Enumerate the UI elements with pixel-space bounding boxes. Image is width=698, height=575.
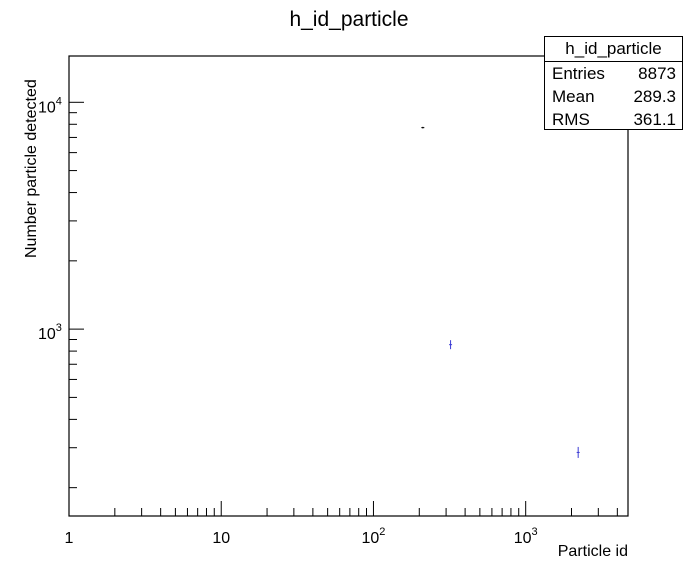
data-points	[421, 126, 580, 458]
stats-value: 289.3	[633, 87, 676, 106]
x-axis-ticks	[68, 501, 618, 516]
stats-label: Entries	[552, 64, 605, 83]
y-axis-ticks	[69, 101, 84, 489]
data-point	[576, 446, 580, 458]
stats-box: h_id_particle Entries 8873 Mean 289.3 RM…	[544, 36, 683, 130]
data-point	[421, 126, 425, 129]
stats-row-entries: Entries 8873	[545, 62, 682, 85]
x-axis-tick-labels: 1 10 102 103	[65, 526, 538, 547]
stats-value: 361.1	[633, 110, 676, 129]
stats-label: Mean	[552, 87, 595, 106]
stats-row-rms: RMS 361.1	[545, 108, 682, 131]
plot-frame	[68, 55, 629, 517]
stats-row-mean: Mean 289.3	[545, 85, 682, 108]
y-tick-label: 103	[38, 322, 62, 343]
stats-value: 8873	[638, 64, 676, 83]
x-tick-label: 10	[212, 530, 230, 547]
y-tick-label: 104	[38, 95, 62, 116]
x-tick-label: 102	[361, 526, 385, 547]
stats-title: h_id_particle	[545, 37, 682, 62]
y-axis-label: Number particle detected	[23, 79, 40, 258]
x-axis-label: Particle id	[558, 543, 628, 560]
stats-label: RMS	[552, 110, 590, 129]
data-point	[449, 340, 453, 350]
y-axis-tick-labels: 103 104	[38, 95, 62, 343]
x-tick-label: 1	[65, 530, 74, 547]
x-tick-label: 103	[514, 526, 538, 547]
chart-title: h_id_particle	[289, 8, 408, 31]
